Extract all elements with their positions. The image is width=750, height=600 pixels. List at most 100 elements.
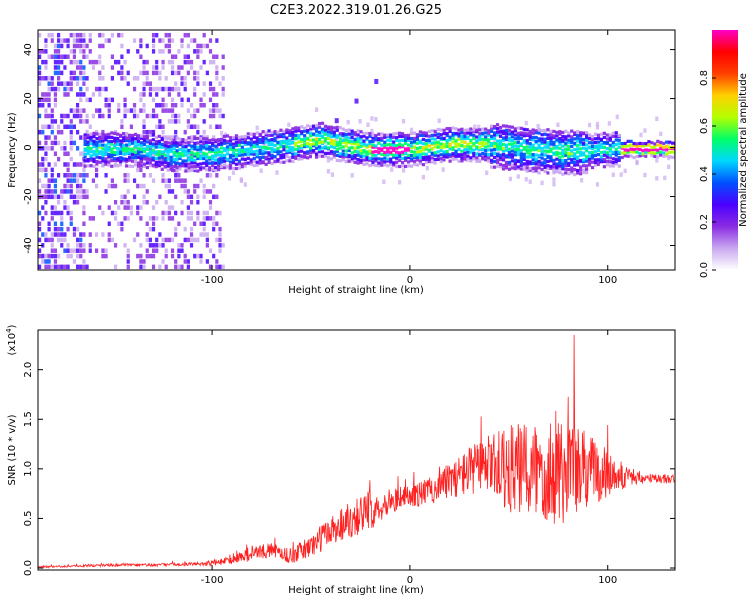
spectrogram-cell [498,129,503,133]
spectrogram-cell [218,226,222,232]
spectrogram-cell [196,54,200,59]
spectrogram-cell [75,38,80,43]
spectrogram-cell [626,139,630,143]
spectrogram-cell [50,81,54,86]
spectrogram-cell [587,160,592,164]
spectrogram-cell [338,142,342,147]
spectrogram-cell [123,216,127,221]
spectrogram-cell [101,232,105,237]
spectrogram-cell [208,147,212,151]
spectrogram-cell [463,140,467,144]
spectrogram-cell [92,153,96,157]
spectrogram-cell [430,141,434,145]
spectrogram-cell [394,161,398,167]
spectrogram-cell [212,92,216,97]
spectrogram-cell [246,132,250,136]
spectrogram-cell [69,248,73,253]
spectrogram-cell [297,129,301,133]
spectrogram-cell [136,270,139,275]
spectrogram-cell [472,143,476,147]
spectrogram-cell [92,145,96,149]
spectrogram-cell [510,155,515,159]
spectrogram-cell [222,159,227,163]
spectrogram-cell [164,183,168,189]
spectrogram-cell [128,133,132,137]
spectrogram-cell [650,141,654,145]
spectrogram-cell [439,128,443,132]
spectrogram-cell [66,124,70,130]
spectrogram-cell [350,159,354,163]
spectrogram-cell [383,163,387,167]
spectrogram-cell [196,124,200,130]
spectrogram-cell [50,167,54,173]
spectrogram-cell [154,150,158,154]
spectrogram-cell [579,158,583,163]
spectrogram-cell [362,149,366,153]
spectrogram-cell [199,259,203,264]
spectrogram-cell [555,150,559,154]
spectrogram-cell [60,146,64,151]
spectrogram-cell [478,141,482,145]
spectrogram-cell [167,59,171,65]
spectrogram-cell [297,147,301,151]
spectrogram-cell [656,155,660,159]
spectrogram-cell [270,161,274,166]
spectrogram-cell [522,146,526,150]
spectrogram-cell [128,151,132,155]
spectrogram-cell [469,131,473,135]
spectrogram-cell [148,133,152,137]
spectrogram-cell [169,137,173,142]
spectrogram-cell [655,176,659,181]
spectrogram-cell [44,151,48,156]
spectrogram-cell [196,169,200,173]
spectrogram-cell [398,134,402,139]
spectrogram-cell [151,216,156,221]
spectrogram-cell [88,59,92,65]
spectrogram-cell [478,128,482,132]
spectrogram-cell [629,143,633,147]
spectrogram-cell [291,146,295,150]
spectrogram-cell [208,81,213,86]
spectrogram-cell [412,159,417,163]
spectrogram-cell [92,142,96,146]
spectrogram-cell [79,86,83,92]
spectrogram-cell [82,194,86,200]
spectrogram-cell [189,243,194,248]
spectrogram-cell [196,49,200,54]
spectrogram-cell [157,160,161,164]
spectrogram-cell [570,154,574,158]
spectrogram-cell [85,264,89,270]
spectrogram-cell [466,131,470,135]
spectrogram-cell [270,153,274,157]
spectrogram-xtick-label: 0 [407,275,413,286]
spectrogram-cell [576,147,580,151]
spectrogram-cell [41,124,45,130]
spectrogram-cell [186,54,190,59]
spectrogram-cell [457,153,461,157]
spectrogram-cell [255,136,259,140]
spectrogram-cell [472,129,476,134]
spectrogram-cell [220,146,224,150]
spectrogram-cell [123,194,127,200]
spectrogram-cell [157,142,161,146]
spectrogram-cell [117,221,121,227]
spectrogram-cell [82,49,86,54]
spectrogram-cell [98,70,102,76]
spectrogram-cell [145,221,149,227]
spectrogram-cell [383,140,387,144]
spectrogram-cell [513,144,517,148]
spectrogram-cell [389,150,393,154]
spectrogram-cell [211,167,215,172]
spectrogram-cell [546,149,550,154]
spectrogram-cell [564,148,568,154]
spectrogram-cell [170,70,175,76]
spectrogram-cell [330,172,334,177]
spectrogram-cell [246,141,250,145]
spectrogram-cell [638,143,642,148]
spectrogram-cell [218,113,222,119]
spectrogram-cell [582,153,586,157]
spectrogram-cell [371,160,375,164]
spectrogram-cell [47,178,51,183]
spectrogram-cell [311,148,316,153]
spectrogram-cell [60,232,64,237]
